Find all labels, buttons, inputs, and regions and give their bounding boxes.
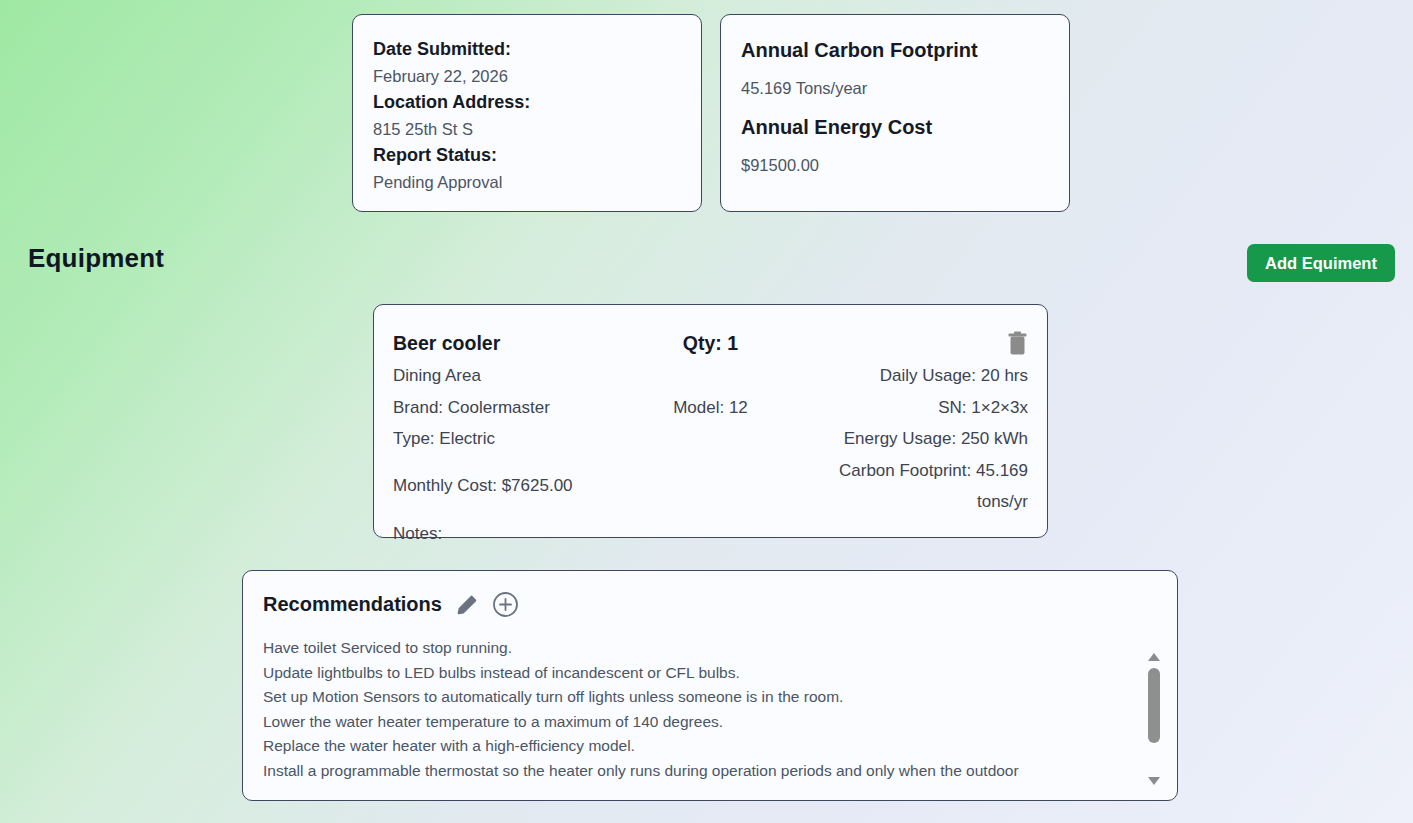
scrollbar-thumb[interactable] xyxy=(1148,668,1160,743)
recommendations-list: Have toilet Serviced to stop running. Up… xyxy=(263,636,1157,781)
equipment-name: Beer cooler xyxy=(393,326,620,360)
equipment-type: Type: Electric xyxy=(393,423,620,455)
annual-carbon-footprint-label: Annual Carbon Footprint xyxy=(741,39,1049,62)
triangle-up-icon[interactable] xyxy=(1148,653,1160,661)
recommendation-item: Set up Motion Sensors to automatically t… xyxy=(263,685,1109,710)
recommendation-item: Lower the water heater temperature to a … xyxy=(263,710,1109,735)
recommendations-title: Recommendations xyxy=(263,593,442,616)
pencil-icon xyxy=(456,604,478,619)
equipment-brand: Brand: Coolermaster xyxy=(393,392,620,424)
equipment-location: Dining Area xyxy=(393,360,620,392)
date-submitted-value: February 22, 2026 xyxy=(373,63,681,90)
report-status-value: Pending Approval xyxy=(373,169,681,196)
triangle-down-icon[interactable] xyxy=(1148,777,1160,785)
recommendation-item: Have toilet Serviced to stop running. xyxy=(263,636,1109,661)
annual-carbon-footprint-value: 45.169 Tons/year xyxy=(741,79,1049,98)
add-equipment-button[interactable]: Add Equiment xyxy=(1247,244,1395,282)
recommendations-scrollbar[interactable] xyxy=(1146,653,1162,785)
equipment-serial: SN: 1×2×3x xyxy=(801,392,1028,424)
location-address-value: 815 25th St S xyxy=(373,116,681,143)
recommendation-item: Install a programmable thermostat so the… xyxy=(263,759,1109,781)
location-address-label: Location Address: xyxy=(373,89,681,116)
date-submitted-label: Date Submitted: xyxy=(373,36,681,63)
equipment-card: Beer cooler Qty: 1 Dining Area Daily Usa… xyxy=(373,304,1048,538)
recommendation-item: Update lightbulbs to LED bulbs instead o… xyxy=(263,661,1109,686)
annual-energy-cost-label: Annual Energy Cost xyxy=(741,116,1049,139)
metrics-summary-card: Annual Carbon Footprint 45.169 Tons/year… xyxy=(720,14,1070,212)
add-recommendation-button[interactable] xyxy=(492,591,519,618)
recommendations-card: Recommendations Have toilet Serviced to … xyxy=(242,570,1178,801)
recommendation-item: Replace the water heater with a high-eff… xyxy=(263,734,1109,759)
equipment-qty: Qty: 1 xyxy=(620,326,801,360)
equipment-energy-usage: Energy Usage: 250 kWh xyxy=(801,423,1028,455)
equipment-daily-usage: Daily Usage: 20 hrs xyxy=(801,360,1028,392)
report-summary-card: Date Submitted: February 22, 2026 Locati… xyxy=(352,14,702,212)
equipment-monthly-cost: Monthly Cost: $7625.00 xyxy=(393,470,620,502)
report-status-label: Report Status: xyxy=(373,142,681,169)
equipment-notes-label: Notes: xyxy=(393,518,620,550)
edit-recommendations-button[interactable] xyxy=(456,594,478,616)
recommendations-header: Recommendations xyxy=(263,591,1157,618)
equipment-section-title: Equipment xyxy=(28,243,164,274)
delete-equipment-button[interactable] xyxy=(1007,331,1028,355)
equipment-carbon-footprint: Carbon Footprint: 45.169 tons/yr xyxy=(801,455,1028,518)
annual-energy-cost-value: $91500.00 xyxy=(741,156,1049,175)
plus-circle-icon xyxy=(492,606,519,621)
equipment-model: Model: 12 xyxy=(620,392,801,424)
trash-icon xyxy=(1007,343,1028,358)
